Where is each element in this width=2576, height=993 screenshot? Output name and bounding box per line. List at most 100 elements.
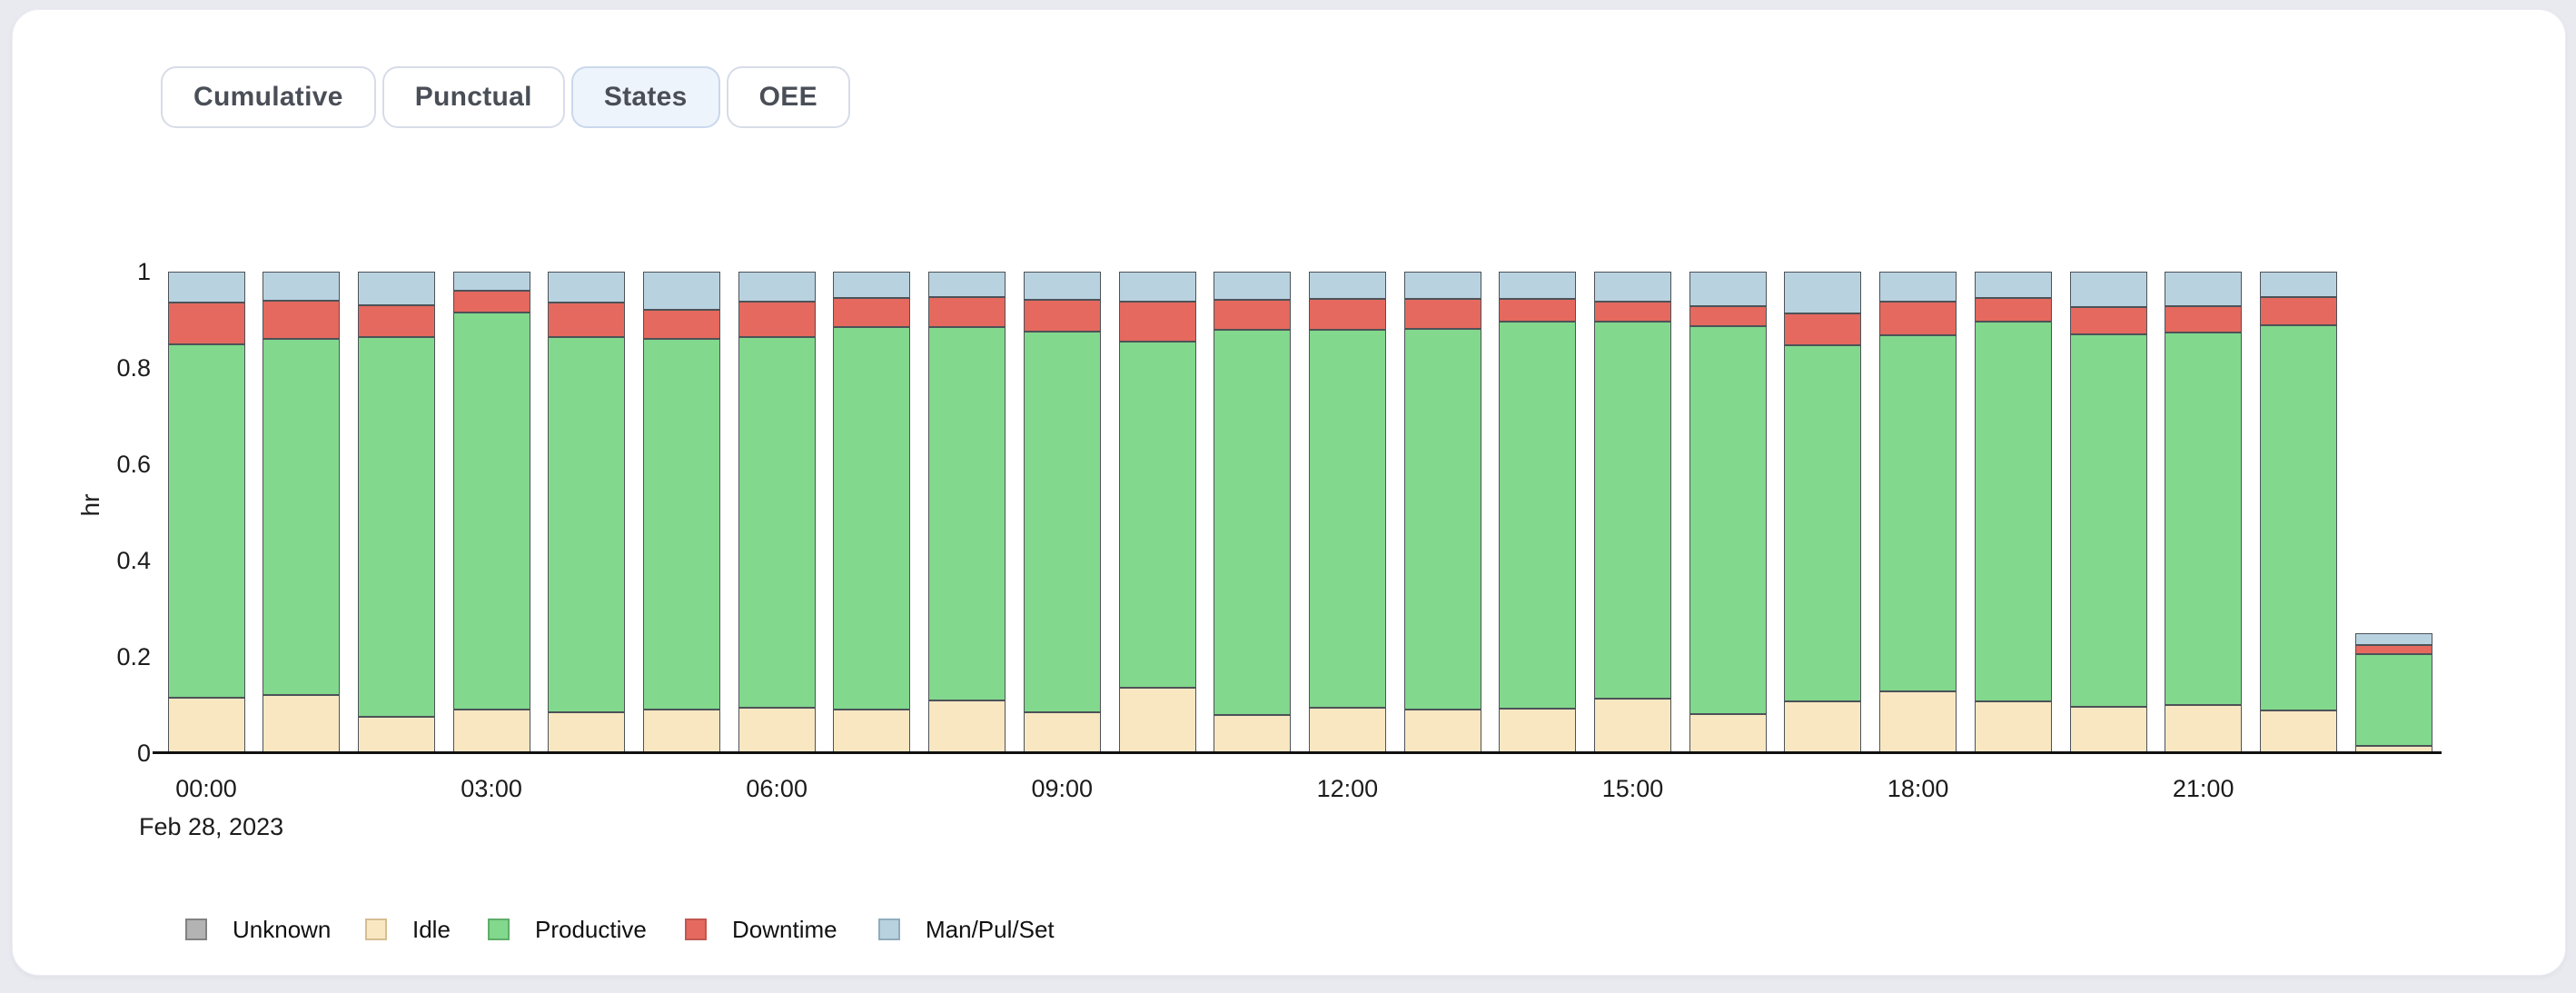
bar-segment-productive[interactable]	[1214, 329, 1292, 715]
bar-stack-02:00[interactable]	[357, 272, 435, 753]
bar-segment-productive[interactable]	[2069, 334, 2147, 708]
bar-segment-productive[interactable]	[357, 336, 435, 718]
bar-segment-productive[interactable]	[167, 343, 245, 699]
bar-segment-idle[interactable]	[833, 710, 911, 753]
bar-segment-productive[interactable]	[1308, 329, 1386, 708]
bar-segment-idle[interactable]	[1118, 688, 1196, 753]
bar-segment-man-pul-set[interactable]	[928, 272, 1006, 297]
legend-item-man-pul-set[interactable]: Man/Pul/Set	[878, 915, 1055, 944]
bar-segment-downtime[interactable]	[2165, 306, 2243, 333]
bar-segment-idle[interactable]	[738, 707, 816, 753]
bar-segment-productive[interactable]	[452, 313, 530, 710]
bar-segment-idle[interactable]	[1499, 708, 1577, 753]
bar-segment-man-pul-set[interactable]	[1974, 272, 2052, 299]
bar-segment-idle[interactable]	[928, 700, 1006, 753]
bar-stack-21:00[interactable]	[2165, 272, 2243, 753]
bar-segment-idle[interactable]	[1594, 699, 1671, 753]
legend-item-productive[interactable]: Productive	[488, 915, 647, 944]
bar-segment-productive[interactable]	[2259, 325, 2337, 711]
bar-segment-idle[interactable]	[263, 695, 341, 753]
legend-item-idle[interactable]: Idle	[365, 915, 451, 944]
bar-segment-productive[interactable]	[2165, 333, 2243, 705]
bar-stack-05:00[interactable]	[643, 272, 720, 753]
bar-segment-productive[interactable]	[1689, 325, 1767, 714]
bar-stack-17:00[interactable]	[1784, 272, 1862, 753]
bar-segment-man-pul-set[interactable]	[2069, 272, 2147, 308]
bar-segment-productive[interactable]	[1879, 334, 1957, 692]
bar-stack-04:00[interactable]	[548, 272, 626, 753]
bar-segment-downtime[interactable]	[1023, 300, 1101, 333]
bar-segment-man-pul-set[interactable]	[738, 272, 816, 302]
bar-segment-downtime[interactable]	[1879, 301, 1957, 335]
bar-segment-man-pul-set[interactable]	[2354, 632, 2432, 645]
bar-segment-idle[interactable]	[1879, 691, 1957, 753]
bar-segment-productive[interactable]	[1118, 341, 1196, 689]
bar-stack-23:00[interactable]	[2354, 272, 2432, 753]
bar-segment-idle[interactable]	[1784, 700, 1862, 753]
bar-stack-10:00[interactable]	[1118, 272, 1196, 753]
bar-segment-man-pul-set[interactable]	[1403, 272, 1481, 299]
tab-states[interactable]: States	[570, 66, 720, 128]
bar-segment-downtime[interactable]	[1974, 298, 2052, 322]
bar-segment-man-pul-set[interactable]	[167, 272, 245, 303]
bar-segment-productive[interactable]	[928, 326, 1006, 700]
bar-segment-downtime[interactable]	[1403, 298, 1481, 329]
bar-stack-15:00[interactable]	[1594, 272, 1671, 753]
bar-segment-idle[interactable]	[167, 698, 245, 753]
bar-stack-00:00[interactable]	[167, 272, 245, 753]
tab-oee[interactable]: OEE	[726, 66, 850, 128]
bar-stack-19:00[interactable]	[1974, 272, 2052, 753]
bar-stack-06:00[interactable]	[738, 272, 816, 753]
bar-stack-07:00[interactable]	[833, 272, 911, 753]
legend-item-downtime[interactable]: Downtime	[685, 915, 837, 944]
bar-segment-man-pul-set[interactable]	[2165, 272, 2243, 307]
bar-stack-08:00[interactable]	[928, 272, 1006, 753]
bar-segment-idle[interactable]	[2165, 705, 2243, 753]
bar-segment-productive[interactable]	[2354, 654, 2432, 747]
bar-segment-man-pul-set[interactable]	[548, 272, 626, 303]
bar-segment-man-pul-set[interactable]	[1214, 272, 1292, 301]
bar-segment-productive[interactable]	[1403, 328, 1481, 710]
bar-segment-productive[interactable]	[643, 339, 720, 710]
bar-segment-downtime[interactable]	[738, 301, 816, 337]
bar-segment-downtime[interactable]	[1118, 302, 1196, 342]
bar-segment-downtime[interactable]	[1499, 299, 1577, 323]
bar-segment-downtime[interactable]	[167, 303, 245, 344]
bar-segment-idle[interactable]	[1214, 714, 1292, 753]
bar-segment-man-pul-set[interactable]	[643, 272, 720, 311]
bar-segment-productive[interactable]	[1974, 321, 2052, 702]
bar-segment-productive[interactable]	[1023, 332, 1101, 712]
bar-stack-16:00[interactable]	[1689, 272, 1767, 753]
bar-segment-downtime[interactable]	[1784, 313, 1862, 345]
bar-stack-03:00[interactable]	[452, 272, 530, 753]
bar-stack-13:00[interactable]	[1403, 272, 1481, 753]
bar-segment-productive[interactable]	[738, 336, 816, 708]
bar-segment-downtime[interactable]	[357, 305, 435, 337]
bar-segment-productive[interactable]	[548, 336, 626, 712]
bar-segment-downtime[interactable]	[2259, 296, 2337, 326]
bar-segment-man-pul-set[interactable]	[1784, 272, 1862, 313]
bar-stack-11:00[interactable]	[1214, 272, 1292, 753]
bar-segment-downtime[interactable]	[2354, 644, 2432, 655]
bar-segment-idle[interactable]	[1974, 701, 2052, 753]
bar-segment-man-pul-set[interactable]	[2259, 272, 2337, 297]
bar-segment-downtime[interactable]	[1308, 299, 1386, 330]
bar-stack-12:00[interactable]	[1308, 272, 1386, 753]
bar-segment-idle[interactable]	[1403, 710, 1481, 753]
bar-segment-idle[interactable]	[2259, 710, 2337, 753]
bar-segment-downtime[interactable]	[1594, 301, 1671, 323]
bar-segment-idle[interactable]	[357, 717, 435, 753]
bar-segment-man-pul-set[interactable]	[1118, 272, 1196, 303]
bar-segment-downtime[interactable]	[1214, 300, 1292, 330]
bar-segment-man-pul-set[interactable]	[452, 272, 530, 292]
tab-cumulative[interactable]: Cumulative	[161, 66, 376, 128]
bar-segment-idle[interactable]	[452, 710, 530, 753]
tab-punctual[interactable]: Punctual	[381, 66, 565, 128]
bar-segment-man-pul-set[interactable]	[833, 272, 911, 299]
legend-item-unknown[interactable]: Unknown	[185, 915, 331, 944]
bar-segment-man-pul-set[interactable]	[1594, 272, 1671, 302]
bar-segment-downtime[interactable]	[1689, 306, 1767, 326]
bar-segment-man-pul-set[interactable]	[1023, 272, 1101, 301]
bar-stack-18:00[interactable]	[1879, 272, 1957, 753]
bar-segment-idle[interactable]	[548, 711, 626, 753]
